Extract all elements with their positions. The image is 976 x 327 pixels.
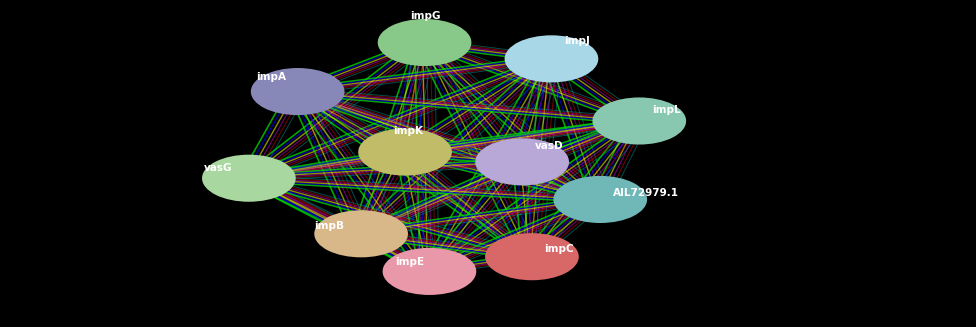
Text: impC: impC <box>545 244 574 254</box>
Ellipse shape <box>475 138 569 185</box>
Text: impG: impG <box>410 11 441 21</box>
Text: vasD: vasD <box>535 141 563 151</box>
Text: impA: impA <box>256 72 286 82</box>
Text: impJ: impJ <box>564 36 590 46</box>
Ellipse shape <box>383 248 476 295</box>
Text: impB: impB <box>314 221 345 231</box>
Text: vasG: vasG <box>204 164 232 173</box>
Ellipse shape <box>553 176 647 223</box>
Ellipse shape <box>314 210 408 257</box>
Ellipse shape <box>358 129 452 176</box>
Ellipse shape <box>251 68 345 115</box>
Text: impE: impE <box>395 257 425 267</box>
Ellipse shape <box>505 35 598 82</box>
Text: impL: impL <box>652 105 680 114</box>
Text: impK: impK <box>393 126 423 136</box>
Ellipse shape <box>592 97 686 145</box>
Ellipse shape <box>378 19 471 66</box>
Text: AIL72979.1: AIL72979.1 <box>613 188 679 198</box>
Ellipse shape <box>202 155 296 202</box>
Ellipse shape <box>485 233 579 280</box>
